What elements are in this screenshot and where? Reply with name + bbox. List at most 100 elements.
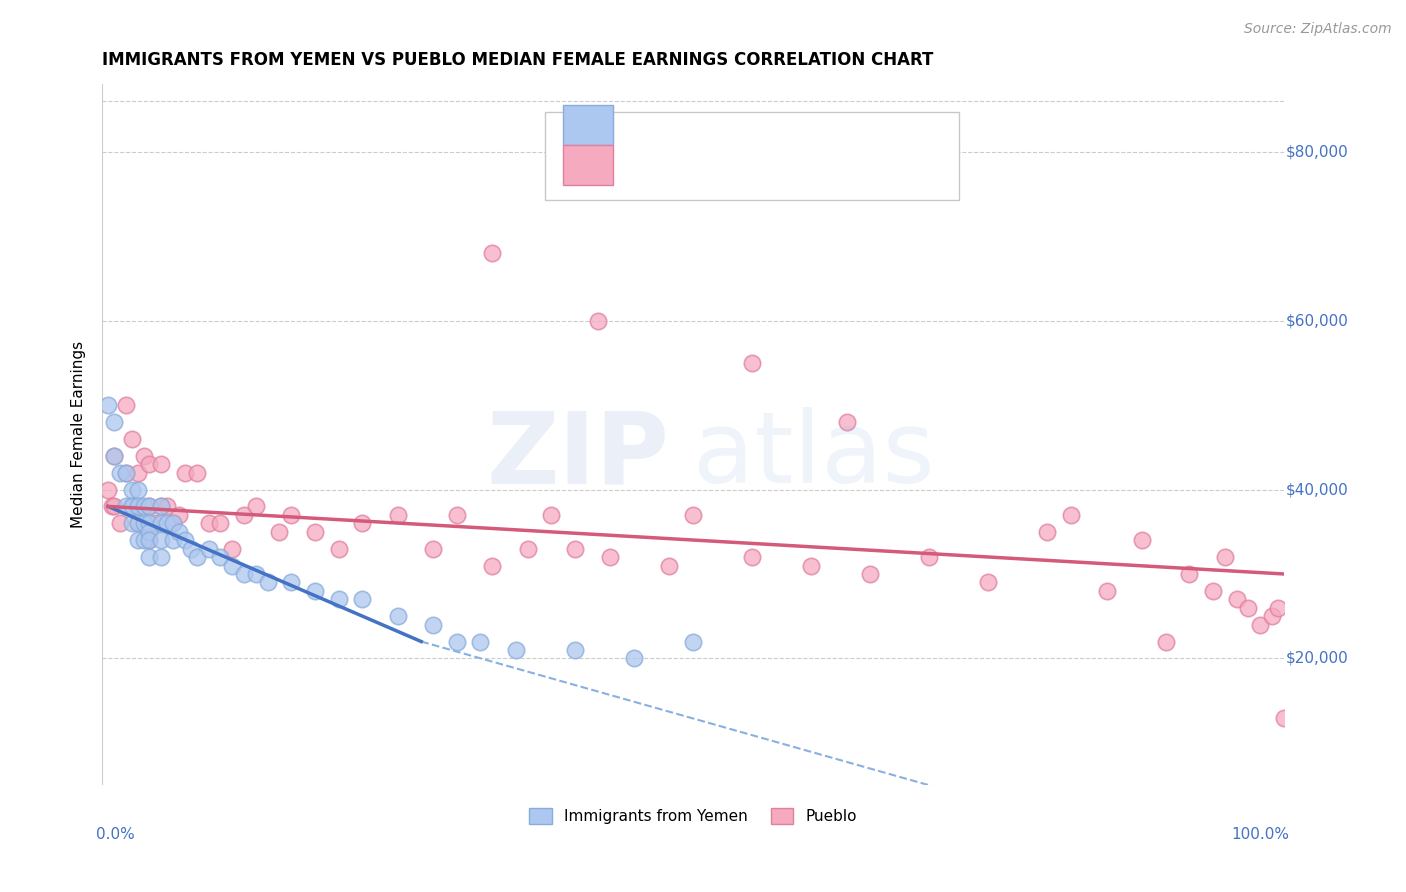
Pueblo xyxy=(1249,617,1271,632)
Pueblo xyxy=(1272,710,1295,724)
Immigrants from Yemen xyxy=(150,516,173,531)
Pueblo xyxy=(741,550,763,565)
Text: $20,000: $20,000 xyxy=(1286,651,1348,666)
Pueblo xyxy=(1202,583,1225,598)
Immigrants from Yemen xyxy=(138,516,160,531)
Pueblo xyxy=(132,449,155,463)
Pueblo xyxy=(516,541,538,556)
Text: Source: ZipAtlas.com: Source: ZipAtlas.com xyxy=(1244,22,1392,37)
Immigrants from Yemen xyxy=(127,533,149,548)
Pueblo xyxy=(145,516,167,531)
Pueblo xyxy=(156,500,179,514)
Point xyxy=(741,356,763,370)
Immigrants from Yemen xyxy=(150,500,173,514)
Immigrants from Yemen xyxy=(623,651,645,665)
Immigrants from Yemen xyxy=(97,398,120,412)
Pueblo xyxy=(150,457,173,471)
Pueblo xyxy=(97,483,120,497)
Pueblo xyxy=(100,500,122,514)
Point xyxy=(835,415,858,429)
Immigrants from Yemen xyxy=(138,524,160,539)
Point xyxy=(481,246,503,260)
Pueblo xyxy=(269,524,291,539)
Immigrants from Yemen xyxy=(505,643,527,657)
Immigrants from Yemen xyxy=(245,566,267,581)
Immigrants from Yemen xyxy=(180,541,202,556)
Immigrants from Yemen xyxy=(167,524,190,539)
Text: 0.0%: 0.0% xyxy=(96,827,135,842)
FancyBboxPatch shape xyxy=(546,112,959,200)
Text: atlas: atlas xyxy=(693,407,935,504)
Text: ZIP: ZIP xyxy=(486,407,669,504)
Immigrants from Yemen xyxy=(328,592,350,607)
Immigrants from Yemen xyxy=(564,643,586,657)
Pueblo xyxy=(280,508,302,522)
Pueblo xyxy=(352,516,374,531)
Immigrants from Yemen xyxy=(103,449,125,463)
Pueblo xyxy=(186,466,208,480)
Pueblo xyxy=(859,566,882,581)
Immigrants from Yemen xyxy=(446,634,468,648)
Pueblo xyxy=(121,500,143,514)
Immigrants from Yemen xyxy=(233,566,256,581)
Pueblo xyxy=(1095,583,1118,598)
Legend: Immigrants from Yemen, Pueblo: Immigrants from Yemen, Pueblo xyxy=(523,802,863,830)
Immigrants from Yemen xyxy=(682,634,704,648)
Pueblo xyxy=(127,466,149,480)
Immigrants from Yemen xyxy=(121,516,143,531)
Immigrants from Yemen xyxy=(150,550,173,565)
Immigrants from Yemen xyxy=(138,550,160,565)
Pueblo xyxy=(150,500,173,514)
Pueblo xyxy=(387,508,409,522)
Immigrants from Yemen xyxy=(280,575,302,590)
Text: R = -0.407   N = 50: R = -0.407 N = 50 xyxy=(628,117,835,136)
Text: 100.0%: 100.0% xyxy=(1232,827,1289,842)
Immigrants from Yemen xyxy=(221,558,243,573)
Immigrants from Yemen xyxy=(197,541,219,556)
Pueblo xyxy=(977,575,1000,590)
FancyBboxPatch shape xyxy=(562,145,613,185)
Immigrants from Yemen xyxy=(132,500,155,514)
Immigrants from Yemen xyxy=(256,575,278,590)
Immigrants from Yemen xyxy=(127,483,149,497)
Immigrants from Yemen xyxy=(127,500,149,514)
FancyBboxPatch shape xyxy=(562,105,613,145)
Pueblo xyxy=(115,398,138,412)
Text: $80,000: $80,000 xyxy=(1286,145,1348,159)
Immigrants from Yemen xyxy=(127,516,149,531)
Immigrants from Yemen xyxy=(162,516,184,531)
Text: IMMIGRANTS FROM YEMEN VS PUEBLO MEDIAN FEMALE EARNINGS CORRELATION CHART: IMMIGRANTS FROM YEMEN VS PUEBLO MEDIAN F… xyxy=(103,51,934,69)
Pueblo xyxy=(1060,508,1083,522)
Immigrants from Yemen xyxy=(108,466,131,480)
Immigrants from Yemen xyxy=(132,516,155,531)
Immigrants from Yemen xyxy=(174,533,197,548)
Pueblo xyxy=(1267,600,1289,615)
Pueblo xyxy=(682,508,704,522)
Immigrants from Yemen xyxy=(138,500,160,514)
Pueblo xyxy=(127,516,149,531)
Pueblo xyxy=(1261,609,1284,624)
Pueblo xyxy=(1154,634,1177,648)
Pueblo xyxy=(422,541,444,556)
Immigrants from Yemen xyxy=(115,466,138,480)
Pueblo xyxy=(540,508,562,522)
Pueblo xyxy=(115,466,138,480)
Pueblo xyxy=(138,533,160,548)
Pueblo xyxy=(481,558,503,573)
Immigrants from Yemen xyxy=(132,533,155,548)
Text: $60,000: $60,000 xyxy=(1286,313,1348,328)
Pueblo xyxy=(245,500,267,514)
Immigrants from Yemen xyxy=(470,634,492,648)
Pueblo xyxy=(138,457,160,471)
Immigrants from Yemen xyxy=(121,500,143,514)
Pueblo xyxy=(1225,592,1247,607)
Immigrants from Yemen xyxy=(304,583,326,598)
Pueblo xyxy=(209,516,232,531)
Pueblo xyxy=(446,508,468,522)
Pueblo xyxy=(1036,524,1059,539)
Y-axis label: Median Female Earnings: Median Female Earnings xyxy=(72,341,86,528)
Immigrants from Yemen xyxy=(138,533,160,548)
Pueblo xyxy=(800,558,823,573)
Pueblo xyxy=(658,558,681,573)
Pueblo xyxy=(599,550,621,565)
